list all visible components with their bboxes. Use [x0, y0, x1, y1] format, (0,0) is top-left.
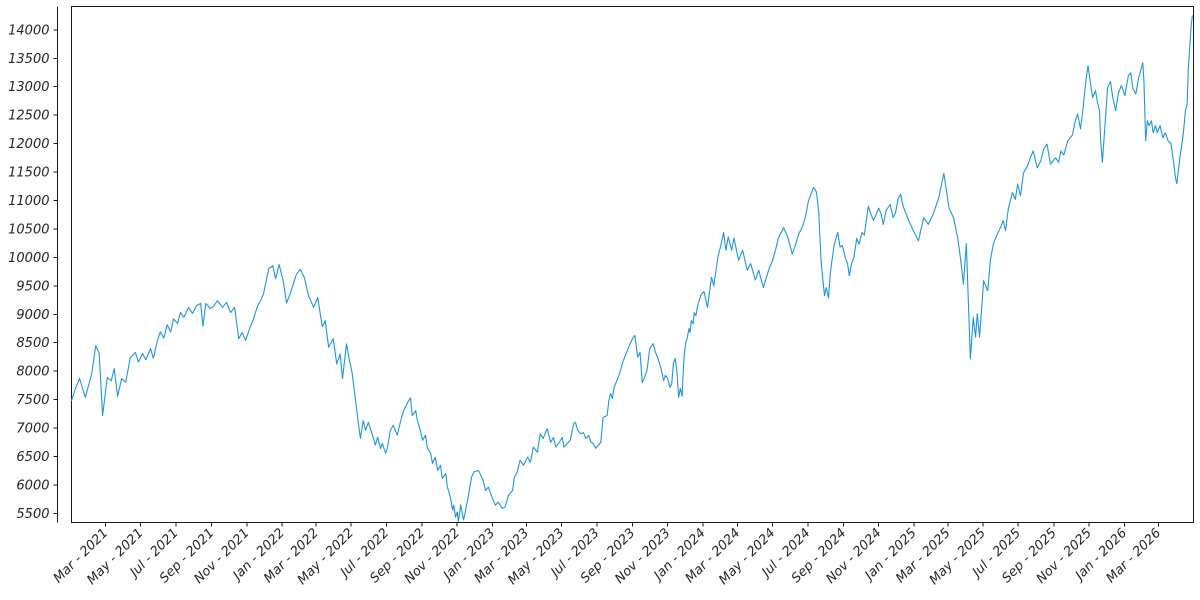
- series-line: [70, 15, 1193, 522]
- y-axis-tick-label: 5500: [16, 507, 49, 522]
- y-axis-tick-label: 7500: [16, 393, 49, 408]
- y-axis-tick-label: 13500: [8, 52, 49, 67]
- y-axis-tick-label: 9500: [16, 279, 49, 294]
- y-axis-tick-label: 13000: [8, 80, 49, 95]
- y-axis-tick-label: 7000: [16, 422, 49, 437]
- y-axis-tick-label: 6500: [16, 450, 49, 465]
- y-axis-tick-label: 10500: [8, 222, 49, 237]
- y-axis-tick-label: 11500: [8, 166, 49, 181]
- plot-frame: [71, 6, 1194, 523]
- y-axis-tick-label: 11000: [8, 194, 49, 209]
- y-axis-tick-label: 8000: [16, 365, 49, 380]
- y-axis: 5500 6000 6500 7000 7500 8000 8500 9000 9500 1000…: [8, 6, 58, 523]
- y-axis-tick-label: 10000: [8, 251, 49, 266]
- y-axis-tick-label: 12500: [8, 109, 49, 124]
- y-axis-tick-label: 6000: [16, 478, 49, 493]
- y-axis-tick-label: 14000: [8, 23, 49, 38]
- y-axis-tick-label: 12000: [8, 137, 49, 152]
- y-axis-tick-label: 9000: [16, 308, 49, 323]
- y-axis-tick-label: 8500: [16, 336, 49, 351]
